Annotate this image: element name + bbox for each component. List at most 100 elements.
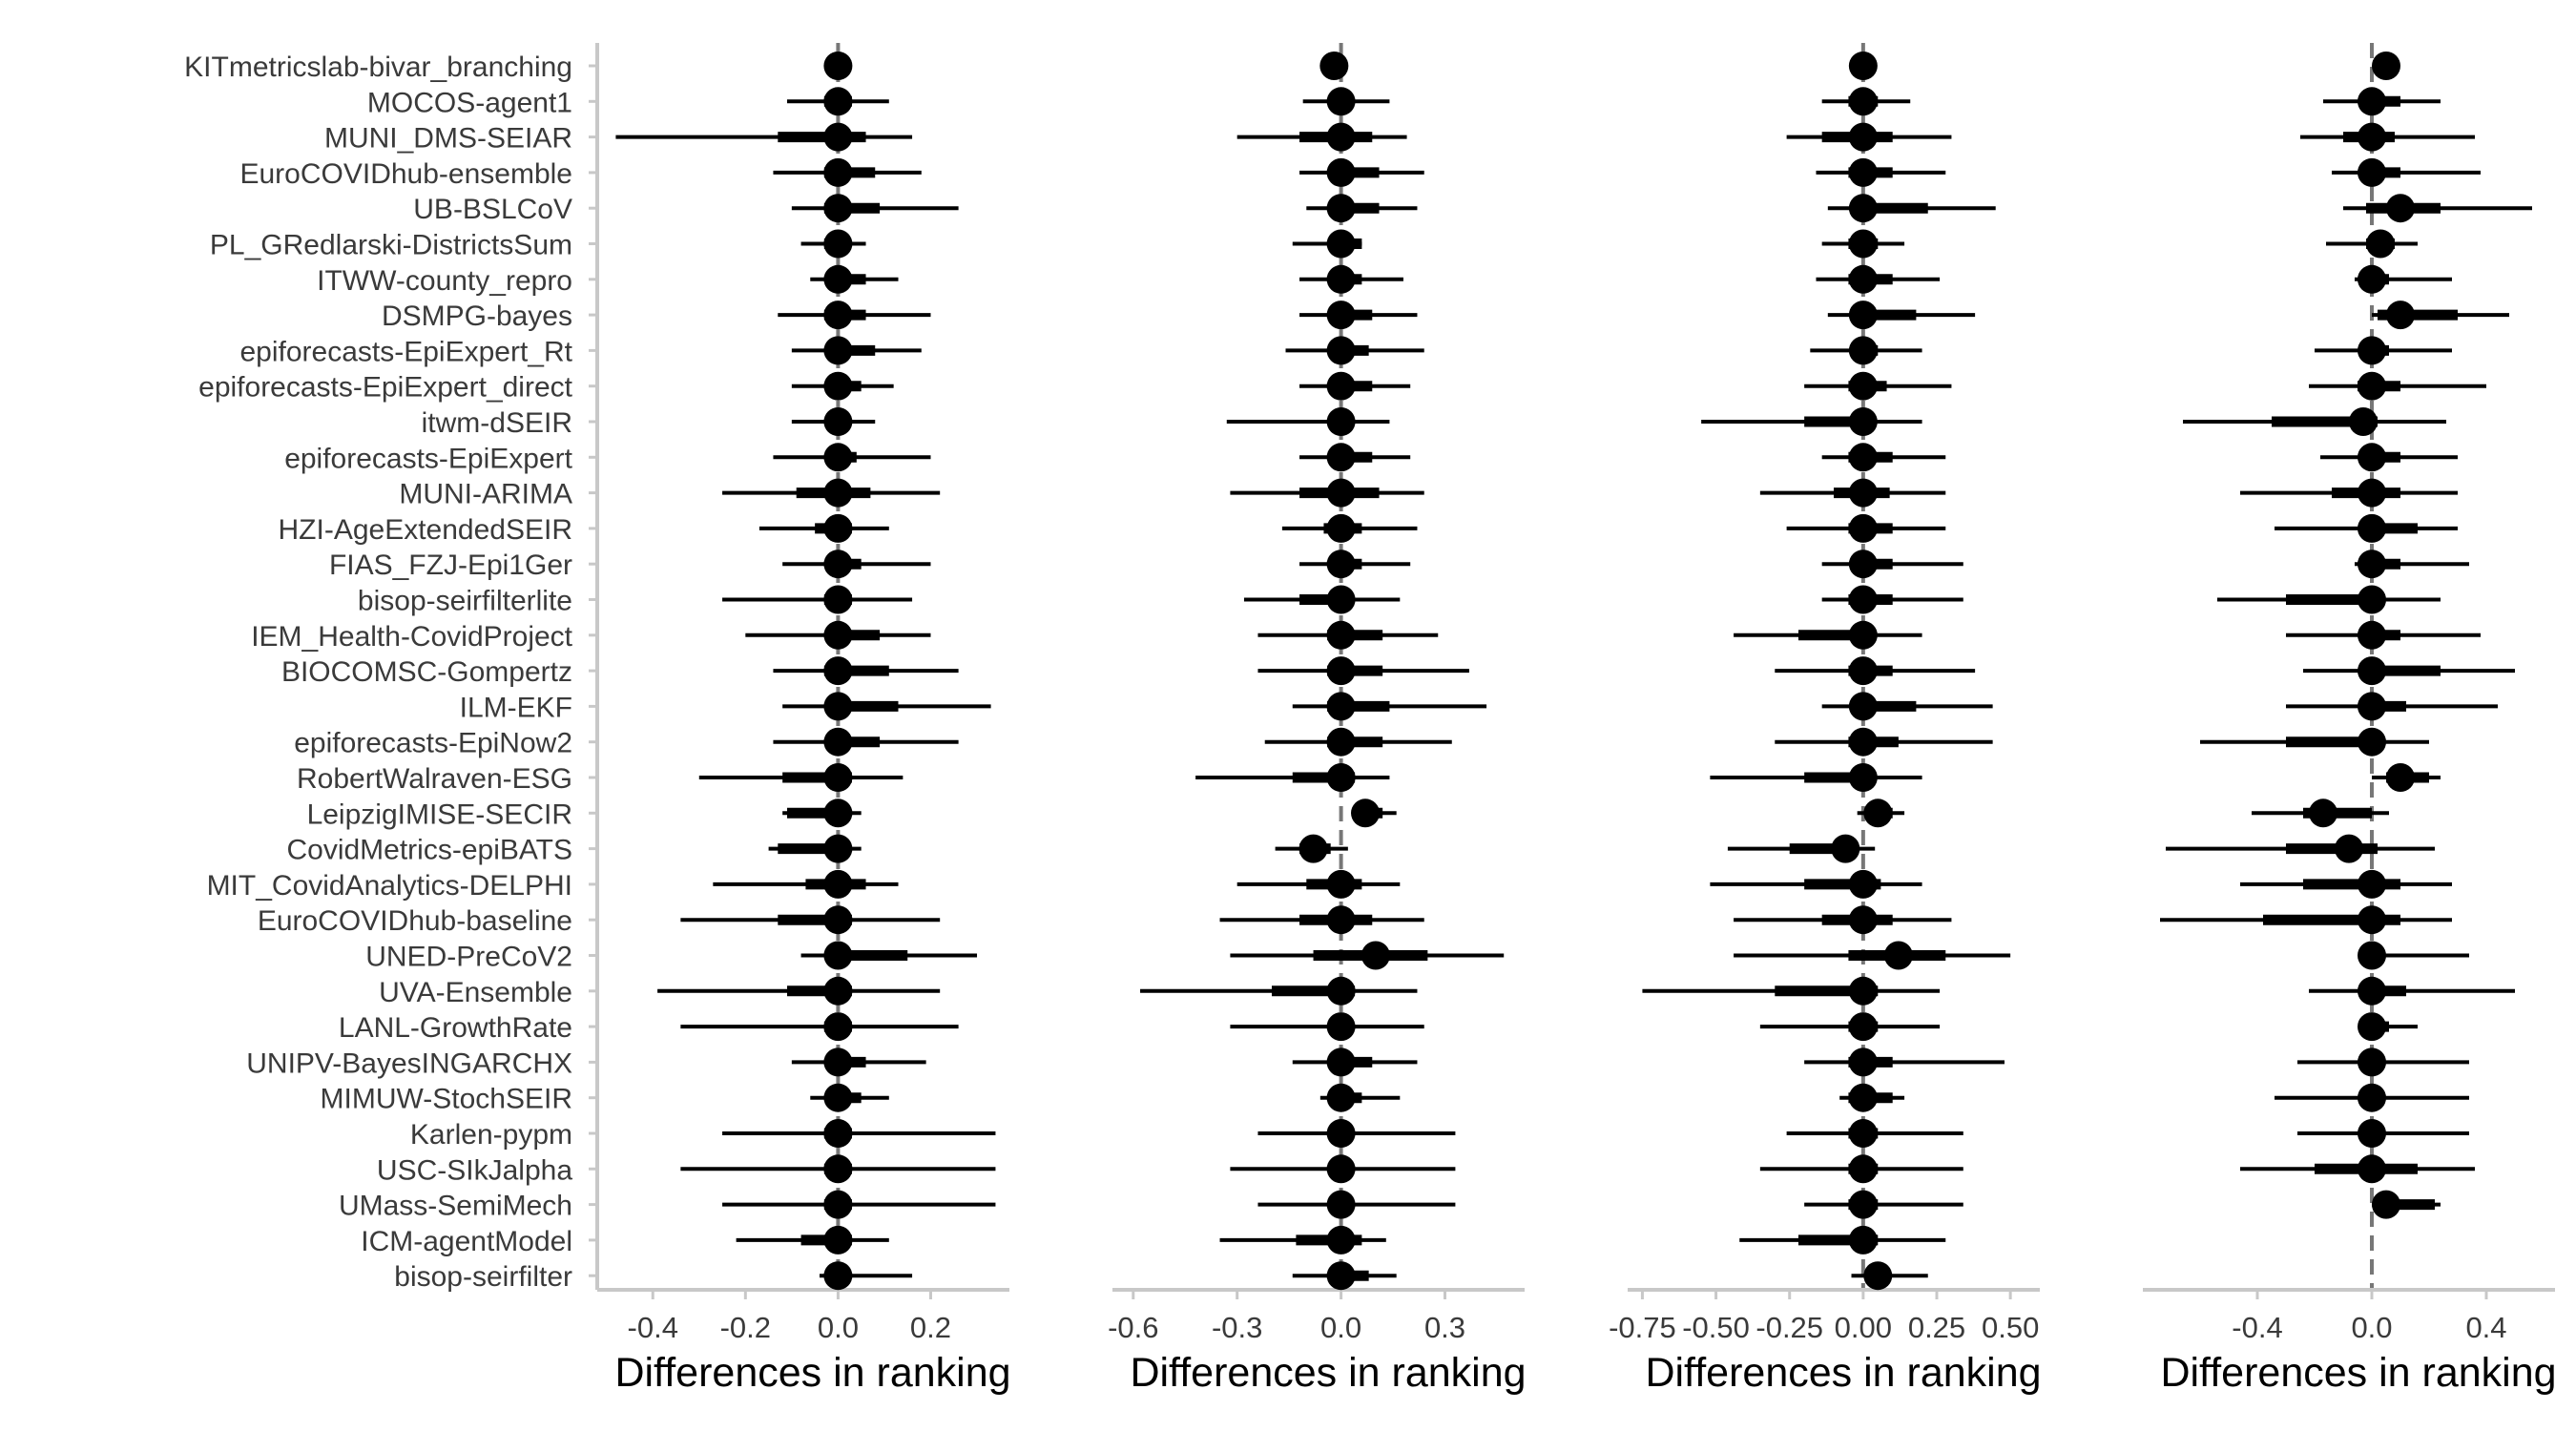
estimate-point xyxy=(2358,336,2386,365)
estimate-point xyxy=(2386,301,2415,330)
estimate-point xyxy=(823,229,853,259)
estimate-point xyxy=(2372,52,2400,80)
x-tick-label: 0.2 xyxy=(910,1311,951,1344)
x-tick-label: -0.6 xyxy=(1108,1311,1158,1344)
estimate-point xyxy=(2386,194,2415,223)
model-label: UNED-PreCoV2 xyxy=(365,942,572,973)
estimate-point xyxy=(823,1190,853,1219)
estimate-point xyxy=(2358,1154,2386,1184)
estimate-point xyxy=(823,87,853,116)
estimate-point xyxy=(1361,941,1390,970)
x-axis-title: Differences in ranking xyxy=(1130,1350,1526,1396)
estimate-point xyxy=(1848,692,1878,721)
estimate-point xyxy=(1326,407,1356,436)
estimate-point xyxy=(1326,157,1356,187)
estimate-point xyxy=(2358,727,2386,757)
estimate-point xyxy=(823,692,853,721)
estimate-point xyxy=(2358,443,2386,472)
x-tick-label: -0.50 xyxy=(1682,1311,1750,1344)
model-label: PL_GRedlarski-DistrictsSum xyxy=(210,230,572,261)
model-label: MUNI_DMS-SEIAR xyxy=(324,123,572,155)
estimate-point xyxy=(2358,869,2386,899)
estimate-point xyxy=(1848,229,1878,259)
model-label: BIOCOMSC-Gompertz xyxy=(281,656,572,688)
x-tick-label: -0.2 xyxy=(720,1311,771,1344)
estimate-point xyxy=(1326,763,1356,792)
estimate-point xyxy=(1326,336,1356,365)
estimate-point xyxy=(1848,1225,1878,1255)
estimate-point xyxy=(823,1119,853,1148)
estimate-point xyxy=(2358,692,2386,721)
estimate-point xyxy=(823,1012,853,1042)
estimate-point xyxy=(2358,87,2386,116)
estimate-point xyxy=(1848,1190,1878,1219)
model-label: UMass-SemiMech xyxy=(339,1191,572,1222)
estimate-point xyxy=(1848,1154,1878,1184)
estimate-point xyxy=(2335,834,2363,863)
estimate-point xyxy=(2358,1119,2386,1148)
estimate-point xyxy=(1848,1083,1878,1112)
estimate-point xyxy=(2358,157,2386,187)
estimate-point xyxy=(1848,443,1878,472)
estimate-point xyxy=(823,407,853,436)
estimate-point xyxy=(823,513,853,543)
estimate-point xyxy=(1326,229,1356,259)
estimate-point xyxy=(1326,1047,1356,1077)
estimate-point xyxy=(1326,1012,1356,1042)
model-label: UNIPV-BayesINGARCHX xyxy=(246,1047,572,1079)
x-tick-label: 0.0 xyxy=(2351,1311,2392,1344)
estimate-point xyxy=(1848,478,1878,508)
estimate-point xyxy=(1326,478,1356,508)
model-label: itwm-dSEIR xyxy=(422,407,572,439)
estimate-point xyxy=(823,371,853,401)
estimate-point xyxy=(1326,976,1356,1006)
estimate-point xyxy=(1848,905,1878,935)
model-label: EuroCOVIDhub-ensemble xyxy=(239,158,572,190)
estimate-point xyxy=(1848,1012,1878,1042)
estimate-point xyxy=(2358,478,2386,508)
model-label: MUNI-ARIMA xyxy=(399,479,572,510)
model-label: LeipzigIMISE-SECIR xyxy=(307,798,572,830)
estimate-point xyxy=(2358,976,2386,1006)
estimate-point xyxy=(2358,513,2386,543)
x-tick-label: 0.0 xyxy=(1320,1311,1361,1344)
estimate-point xyxy=(823,798,853,828)
estimate-point xyxy=(1848,1047,1878,1077)
model-label: epiforecasts-EpiExpert_Rt xyxy=(240,336,573,367)
estimate-point xyxy=(823,656,853,686)
estimate-point xyxy=(823,1083,853,1112)
estimate-point xyxy=(823,264,853,294)
estimate-point xyxy=(1883,941,1913,970)
estimate-point xyxy=(2358,1047,2386,1077)
estimate-point xyxy=(1326,301,1356,330)
estimate-point xyxy=(2309,798,2337,828)
estimate-point xyxy=(2358,550,2386,579)
estimate-point xyxy=(1326,1154,1356,1184)
estimate-point xyxy=(1848,620,1878,650)
estimate-point xyxy=(1848,656,1878,686)
panel-1: -0.4 -0.2 0.0 0.2 Differences in ranking xyxy=(589,43,1011,1396)
estimate-point xyxy=(1848,976,1878,1006)
estimate-point xyxy=(2358,905,2386,935)
estimate-point xyxy=(823,1047,853,1077)
estimate-point xyxy=(1326,443,1356,472)
estimate-point xyxy=(2358,585,2386,614)
estimate-point xyxy=(1326,905,1356,935)
model-label: ICM-agentModel xyxy=(361,1226,572,1257)
estimate-point xyxy=(1319,52,1349,80)
estimate-point xyxy=(823,941,853,970)
x-tick-label: 0.4 xyxy=(2465,1311,2506,1344)
x-tick-label: -0.75 xyxy=(1609,1311,1676,1344)
x-tick-label: -0.3 xyxy=(1212,1311,1262,1344)
estimate-point xyxy=(823,976,853,1006)
x-tick-label: 0.3 xyxy=(1424,1311,1465,1344)
estimate-point xyxy=(823,478,853,508)
estimate-point xyxy=(1326,264,1356,294)
model-label: ILM-EKF xyxy=(460,692,572,723)
estimate-point xyxy=(2358,1012,2386,1042)
estimate-point xyxy=(1326,513,1356,543)
estimate-point xyxy=(823,443,853,472)
estimate-point xyxy=(1848,1119,1878,1148)
x-tick-label: 0.00 xyxy=(1835,1311,1892,1344)
estimate-point xyxy=(2358,264,2386,294)
